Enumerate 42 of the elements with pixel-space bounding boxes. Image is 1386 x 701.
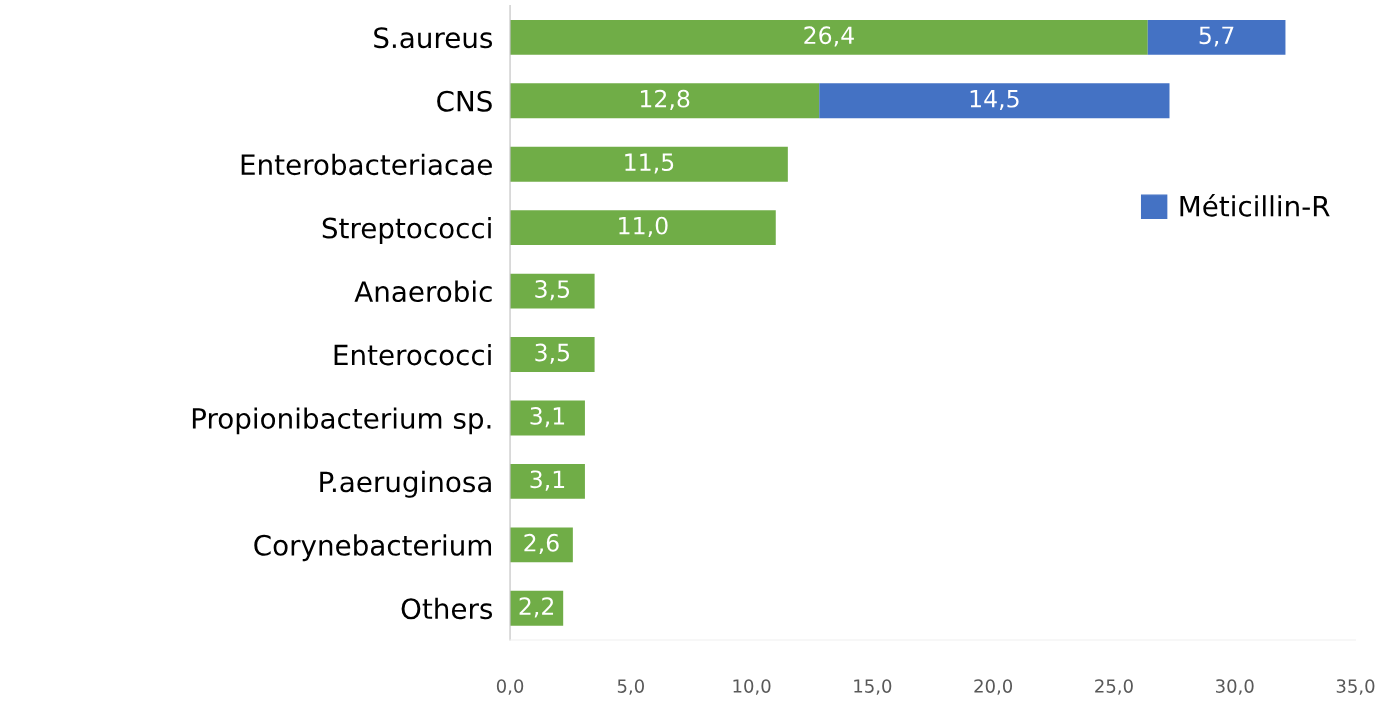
legend-label: Méticillin-R — [1180, 194, 1330, 217]
bar — [510, 83, 820, 119]
y-tick-label: CNS — [437, 90, 492, 112]
bar — [510, 273, 595, 309]
data-label: 11,5 — [625, 153, 674, 174]
bar — [510, 527, 573, 563]
y-tick-label: Enterococci — [334, 343, 491, 366]
y-tick-label: P.aeruginosa — [320, 470, 491, 498]
bar — [510, 400, 585, 436]
data-label: 14,5 — [970, 90, 1019, 111]
bar — [510, 210, 776, 246]
y-tick-label: Enterobacteriacae — [241, 153, 492, 176]
data-label: 2,6 — [524, 533, 559, 555]
bar — [510, 19, 1148, 55]
x-tick-label: 35,0 — [1336, 679, 1375, 695]
data-label: 3,1 — [530, 406, 565, 428]
x-tick-label: 30,0 — [1216, 679, 1254, 695]
y-tick-label: S.aureus — [374, 27, 493, 49]
data-label: 3,1 — [530, 470, 565, 491]
x-tick-label: 10,0 — [733, 679, 771, 695]
x-tick-label: 25,0 — [1095, 679, 1133, 695]
data-label: 11,0 — [619, 216, 668, 237]
x-tick-label: 0,0 — [496, 679, 524, 695]
data-label: 26,4 — [804, 26, 854, 47]
data-label: 3,5 — [535, 343, 570, 364]
bar — [510, 337, 595, 372]
bar — [510, 463, 585, 499]
y-tick-label: Corynebacterium — [254, 534, 492, 562]
data-label: 3,5 — [535, 280, 570, 301]
bar — [819, 83, 1170, 119]
bar — [510, 146, 788, 182]
y-tick-label: Streptococci — [322, 217, 491, 244]
x-tick-label: 15,0 — [854, 679, 892, 695]
y-tick-label: Anaerobic — [354, 280, 492, 303]
x-tick-label: 20,0 — [974, 679, 1013, 695]
y-tick-label: Propionibacterium sp. — [192, 407, 491, 435]
data-label: 5,7 — [1199, 26, 1234, 47]
y-tick-label: Others — [401, 597, 493, 620]
bar — [1147, 19, 1286, 55]
data-label: 12,8 — [640, 89, 690, 111]
data-label: 2,2 — [519, 597, 554, 618]
x-tick-label: 5,0 — [617, 679, 644, 695]
